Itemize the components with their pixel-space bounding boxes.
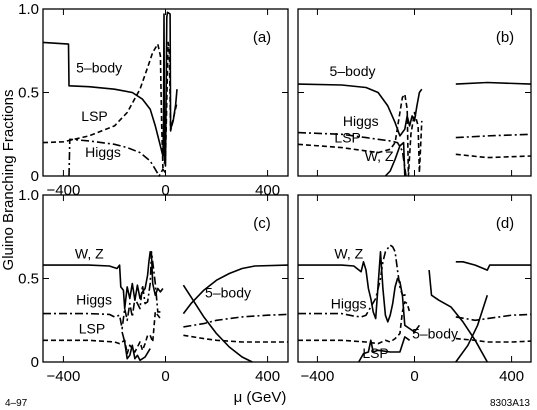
- panel-frame: [42, 194, 289, 363]
- series-line-higgs: [297, 131, 407, 177]
- series-line-w-z: [384, 141, 406, 177]
- x-tick-label: 0: [161, 368, 169, 385]
- series-line-lsp: [183, 334, 288, 343]
- panel-d: −400 0 400 W, Z Higgs 5–body LSP (d): [297, 194, 532, 385]
- series-label: W, Z: [365, 148, 394, 164]
- series-label: LSP: [79, 321, 105, 337]
- x-tick-label: 0: [410, 368, 418, 385]
- series-label: Higgs: [76, 291, 112, 307]
- panel-c: 0 0.5 1.0 −400 0 400 W, Z Higgs LSP 5–body (c): [18, 187, 289, 385]
- series-line-5-body: [42, 11, 178, 167]
- y-axis-label: Gluino Branching Fractions: [0, 90, 17, 271]
- x-tick-label: 0: [161, 182, 169, 199]
- series-label: 5–body: [205, 285, 251, 301]
- series-line-higgs: [68, 138, 167, 177]
- series-label: Higgs: [331, 296, 367, 312]
- corner-code: 8303A13: [490, 398, 530, 409]
- x-tick-label: −400: [47, 368, 81, 385]
- y-tick-label: 0: [31, 354, 39, 371]
- series-line-w-z: [428, 270, 488, 363]
- panel-label: (b): [496, 29, 514, 46]
- series-line-lsp: [43, 311, 162, 355]
- series-line-lower: [358, 336, 411, 363]
- panel-label: (d): [496, 215, 514, 232]
- series-label: Higgs: [85, 144, 121, 160]
- series-line-lsp: [298, 301, 411, 345]
- series-line-lower: [121, 331, 151, 362]
- series-label: 5–body: [330, 63, 376, 79]
- series-line-lsp: [455, 153, 532, 159]
- x-axis-label: μ (GeV): [234, 389, 287, 406]
- series-label: LSP: [362, 345, 388, 361]
- series-line-higgs: [298, 244, 408, 318]
- series-line-higgs: [455, 133, 532, 139]
- corner-date: 4–97: [5, 398, 28, 409]
- y-tick-label: 0.5: [18, 271, 39, 288]
- panels: 00.51.0−400 0 4005–bodyLSPHiggs(a)5–bodyHi…: [18, 1, 532, 385]
- panel-label: (c): [253, 215, 271, 232]
- series-label: W, Z: [334, 245, 363, 261]
- series-line-5-body: [455, 81, 532, 85]
- series-line-w-z: [43, 251, 164, 310]
- series-label: W, Z: [75, 245, 104, 261]
- series-line-higgs: [455, 313, 532, 322]
- series-label: Higgs: [343, 113, 379, 129]
- y-tick-label: 1.0: [18, 1, 39, 18]
- series-line-5-body: [455, 261, 531, 271]
- y-tick-label: 0.5: [18, 85, 39, 102]
- y-tick-label: 1.0: [18, 187, 39, 204]
- series-line-lsp: [297, 93, 423, 177]
- series-label: 5–body: [412, 326, 458, 342]
- series-line-higgs: [183, 313, 289, 328]
- series-line-higgs: [43, 251, 161, 330]
- y-tick-label: 0: [31, 168, 39, 185]
- x-tick-label: 400: [255, 368, 280, 385]
- series-line-5-body: [297, 83, 423, 137]
- series-label: LSP: [81, 108, 107, 124]
- series-line-5-body: [455, 294, 489, 363]
- series-line-lsp: [455, 337, 532, 343]
- panel-label: (a): [253, 29, 271, 46]
- x-tick-label: 400: [499, 368, 524, 385]
- series-label: LSP: [334, 130, 360, 146]
- x-tick-label: −400: [301, 368, 335, 385]
- series-line-crossing: [182, 284, 253, 363]
- series-label: 5–body: [76, 59, 122, 75]
